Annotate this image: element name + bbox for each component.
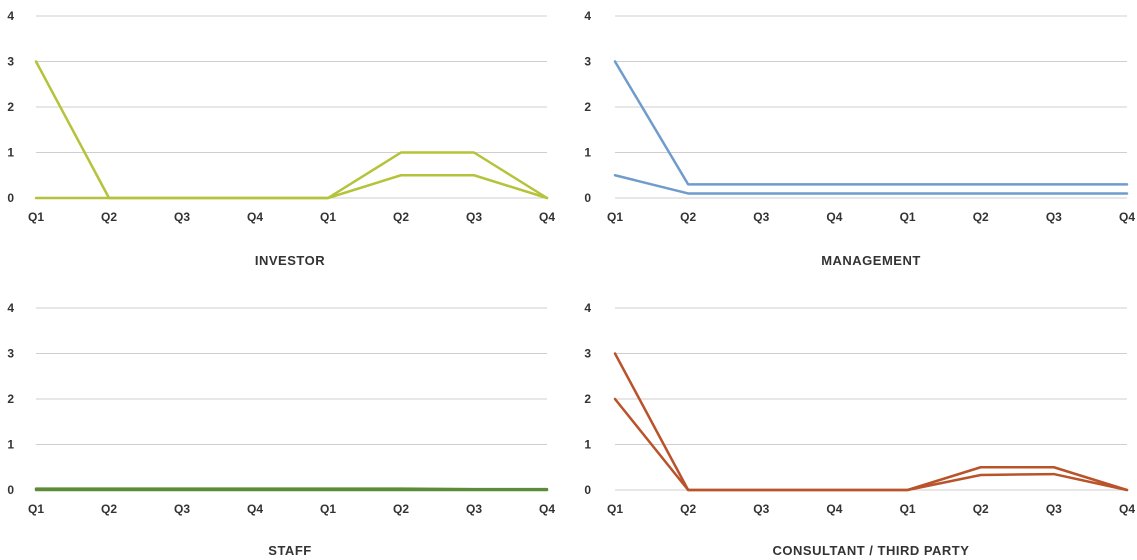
y-tick-label: 3 — [7, 347, 14, 361]
x-tick-label: Q3 — [174, 502, 190, 516]
chart-investor-plot: 0 1 2 3 4 Q1 Q2 Q3 Q4 Q1 Q2 Q3 Q4 — [7, 9, 555, 224]
x-tick-label: Q4 — [826, 502, 842, 516]
x-tick-label: Q4 — [826, 210, 842, 224]
chart-title: INVESTOR — [254, 253, 326, 268]
chart-staff: 0 1 2 3 4 Q1 Q2 Q3 Q4 Q1 Q2 Q3 Q4 STAFF — [0, 280, 560, 560]
series-line-1 — [613, 60, 1129, 186]
series-line-2 — [34, 174, 549, 200]
series-line-1 — [613, 352, 1129, 492]
x-tick-label: Q4 — [539, 502, 555, 516]
y-tick-label: 4 — [584, 9, 591, 23]
x-tick-label: Q1 — [607, 502, 623, 516]
x-tick-label: Q2 — [973, 502, 989, 516]
y-tick-label: 2 — [7, 100, 14, 114]
x-tick-label: Q4 — [247, 210, 263, 224]
y-tick-label: 0 — [7, 483, 14, 497]
chart-staff-plot: 0 1 2 3 4 Q1 Q2 Q3 Q4 Q1 Q2 Q3 Q4 — [7, 301, 555, 516]
y-tick-label: 3 — [584, 55, 591, 69]
y-tick-label: 1 — [584, 146, 591, 160]
x-tick-label: Q3 — [174, 210, 190, 224]
x-tick-label: Q3 — [753, 502, 769, 516]
y-tick-label: 2 — [7, 392, 14, 406]
x-tick-label: Q3 — [466, 210, 482, 224]
series-line-2 — [613, 397, 1129, 492]
chart-title: CONSULTANT / THIRD PARTY — [772, 543, 970, 558]
x-tick-label: Q2 — [680, 210, 696, 224]
x-tick-label: Q3 — [1046, 210, 1062, 224]
x-tick-label: Q2 — [973, 210, 989, 224]
y-tick-label: 2 — [584, 100, 591, 114]
y-tick-label: 1 — [7, 146, 14, 160]
x-tick-label: Q1 — [28, 210, 44, 224]
y-tick-label: 4 — [7, 9, 14, 23]
x-tick-label: Q1 — [607, 210, 623, 224]
x-tick-label: Q1 — [900, 210, 916, 224]
chart-investor: 0 1 2 3 4 Q1 Q2 Q3 Q4 Q1 Q2 Q3 Q4 INVESTOR — [0, 0, 560, 280]
y-tick-label: 3 — [7, 55, 14, 69]
x-tick-label: Q4 — [539, 210, 555, 224]
x-tick-label: Q4 — [1119, 502, 1135, 516]
x-tick-label: Q2 — [393, 502, 409, 516]
y-tick-label: 1 — [7, 438, 14, 452]
chart-consultant-plot: 0 1 2 3 4 Q1 Q2 Q3 Q4 Q1 Q2 Q3 Q4 — [584, 301, 1135, 516]
x-tick-label: Q2 — [101, 210, 117, 224]
x-tick-label: Q4 — [247, 502, 263, 516]
y-tick-label: 4 — [584, 301, 591, 315]
x-tick-label: Q1 — [28, 502, 44, 516]
chart-title: STAFF — [268, 543, 312, 558]
x-tick-label: Q3 — [466, 502, 482, 516]
y-tick-label: 0 — [584, 483, 591, 497]
y-tick-label: 0 — [584, 191, 591, 205]
y-tick-label: 0 — [7, 191, 14, 205]
chart-management-plot: 0 1 2 3 4 Q1 Q2 Q3 Q4 Q1 Q2 Q3 Q4 — [584, 9, 1135, 224]
x-tick-label: Q2 — [101, 502, 117, 516]
y-tick-label: 1 — [584, 438, 591, 452]
chart-title: MANAGEMENT — [821, 253, 921, 268]
series-line-2 — [613, 174, 1129, 195]
x-tick-label: Q2 — [680, 502, 696, 516]
series-line-1 — [34, 60, 549, 200]
y-tick-label: 4 — [7, 301, 14, 315]
x-tick-label: Q3 — [1046, 502, 1062, 516]
y-tick-label: 3 — [584, 347, 591, 361]
x-tick-label: Q2 — [393, 210, 409, 224]
y-tick-label: 2 — [584, 392, 591, 406]
x-tick-label: Q3 — [753, 210, 769, 224]
chart-management: 0 1 2 3 4 Q1 Q2 Q3 Q4 Q1 Q2 Q3 Q4 MANAGEMENT — [577, 0, 1137, 280]
x-tick-label: Q1 — [320, 502, 336, 516]
x-tick-label: Q4 — [1119, 210, 1135, 224]
x-tick-label: Q1 — [900, 502, 916, 516]
chart-consultant-third-party: 0 1 2 3 4 Q1 Q2 Q3 Q4 Q1 Q2 Q3 Q4 CONSULTANT / THIRD… — [577, 280, 1137, 560]
x-tick-label: Q1 — [320, 210, 336, 224]
